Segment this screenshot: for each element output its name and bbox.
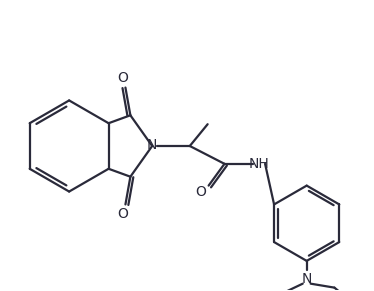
Text: O: O [117,207,128,221]
Text: N: N [147,138,157,152]
Text: O: O [117,71,128,85]
Text: NH: NH [249,157,270,171]
Text: O: O [195,184,206,198]
Text: N: N [301,272,312,286]
